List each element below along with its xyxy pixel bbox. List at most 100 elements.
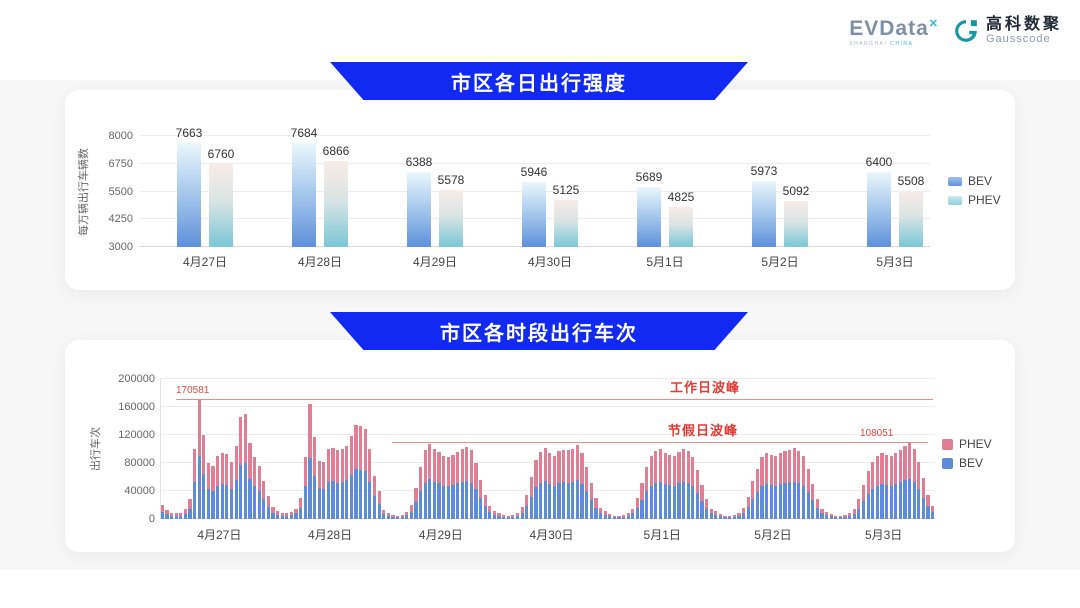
phev-hour-bar[interactable] bbox=[709, 508, 713, 514]
bev-hour-bar[interactable] bbox=[838, 517, 842, 519]
bev-hour-bar[interactable] bbox=[414, 502, 418, 519]
bev-hour-bar[interactable] bbox=[806, 492, 810, 519]
phev-hour-bar[interactable] bbox=[815, 498, 819, 509]
bev-hour-bar[interactable] bbox=[474, 489, 478, 519]
phev-hour-bar[interactable] bbox=[617, 515, 621, 518]
bev-hour-bar[interactable] bbox=[368, 481, 372, 519]
bev-hour-bar[interactable] bbox=[174, 516, 178, 519]
phev-hour-bar[interactable] bbox=[931, 506, 935, 513]
phev-hour-bar[interactable] bbox=[345, 446, 349, 481]
bev-hour-bar[interactable] bbox=[262, 498, 266, 519]
phev-hour-bar[interactable] bbox=[285, 513, 289, 517]
bev-hour-bar[interactable] bbox=[460, 481, 464, 519]
bev-hour-bar[interactable] bbox=[672, 485, 676, 519]
phev-hour-bar[interactable] bbox=[257, 465, 261, 491]
bev-bar[interactable] bbox=[522, 181, 546, 247]
bev-hour-bar[interactable] bbox=[188, 508, 192, 519]
phev-hour-bar[interactable] bbox=[686, 451, 690, 484]
bev-hour-bar[interactable] bbox=[469, 482, 473, 519]
legend-item-bev[interactable]: BEV bbox=[948, 174, 1001, 188]
phev-hour-bar[interactable] bbox=[460, 449, 464, 482]
phev-hour-bar[interactable] bbox=[372, 475, 377, 496]
bev-hour-bar[interactable] bbox=[917, 488, 921, 519]
phev-hour-bar[interactable] bbox=[276, 511, 280, 515]
bev-hour-bar[interactable] bbox=[405, 515, 409, 519]
bev-hour-bar[interactable] bbox=[280, 516, 284, 519]
phev-hour-bar[interactable] bbox=[908, 443, 912, 480]
phev-hour-bar[interactable] bbox=[705, 499, 709, 509]
bev-hour-bar[interactable] bbox=[594, 507, 598, 519]
bev-bar[interactable] bbox=[752, 181, 776, 247]
bev-hour-bar[interactable] bbox=[622, 516, 626, 519]
phev-hour-bar[interactable] bbox=[718, 514, 723, 517]
bev-hour-bar[interactable] bbox=[598, 513, 603, 519]
phev-hour-bar[interactable] bbox=[728, 515, 732, 518]
bev-hour-bar[interactable] bbox=[391, 516, 395, 519]
phev-hour-bar[interactable] bbox=[598, 507, 603, 514]
phev-hour-bar[interactable] bbox=[188, 499, 192, 509]
phev-hour-bar[interactable] bbox=[755, 468, 759, 493]
phev-hour-bar[interactable] bbox=[179, 512, 183, 516]
phev-hour-bar[interactable] bbox=[774, 456, 778, 486]
phev-hour-bar[interactable] bbox=[760, 457, 764, 487]
bev-hour-bar[interactable] bbox=[718, 516, 723, 519]
phev-hour-bar[interactable] bbox=[299, 498, 303, 508]
phev-hour-bar[interactable] bbox=[289, 512, 294, 516]
bev-hour-bar[interactable] bbox=[681, 481, 686, 519]
phev-hour-bar[interactable] bbox=[834, 515, 838, 518]
bev-hour-bar[interactable] bbox=[751, 498, 755, 519]
bev-hour-bar[interactable] bbox=[580, 483, 584, 519]
phev-hour-bar[interactable] bbox=[654, 451, 658, 484]
bev-hour-bar[interactable] bbox=[497, 516, 501, 519]
bev-hour-bar[interactable] bbox=[843, 516, 847, 519]
bev-hour-bar[interactable] bbox=[908, 479, 912, 519]
phev-hour-bar[interactable] bbox=[681, 449, 686, 482]
phev-hour-bar[interactable] bbox=[926, 495, 930, 507]
phev-hour-bar[interactable] bbox=[262, 480, 266, 499]
bev-hour-bar[interactable] bbox=[308, 458, 312, 519]
phev-hour-bar[interactable] bbox=[765, 453, 769, 485]
phev-hour-bar[interactable] bbox=[580, 452, 584, 484]
phev-hour-bar[interactable] bbox=[248, 443, 252, 479]
bev-hour-bar[interactable] bbox=[345, 480, 349, 519]
phev-hour-bar[interactable] bbox=[160, 505, 164, 512]
phev-hour-bar[interactable] bbox=[363, 428, 367, 472]
phev-hour-bar[interactable] bbox=[266, 495, 270, 507]
phev-hour-bar[interactable] bbox=[557, 451, 561, 484]
phev-hour-bar[interactable] bbox=[635, 498, 640, 508]
phev-hour-bar[interactable] bbox=[575, 444, 580, 480]
bev-hour-bar[interactable] bbox=[700, 501, 704, 519]
phev-hour-bar[interactable] bbox=[515, 512, 520, 516]
phev-hour-bar[interactable] bbox=[206, 463, 211, 490]
bev-hour-bar[interactable] bbox=[792, 481, 796, 519]
bev-hour-bar[interactable] bbox=[686, 483, 690, 519]
bev-hour-bar[interactable] bbox=[197, 456, 201, 519]
phev-hour-bar[interactable] bbox=[820, 508, 824, 514]
bev-hour-bar[interactable] bbox=[926, 506, 930, 519]
bev-hour-bar[interactable] bbox=[299, 507, 303, 519]
bev-hour-bar[interactable] bbox=[571, 481, 575, 519]
phev-hour-bar[interactable] bbox=[898, 449, 902, 483]
bev-hour-bar[interactable] bbox=[820, 513, 824, 519]
phev-hour-bar[interactable] bbox=[626, 513, 630, 517]
bev-hour-bar[interactable] bbox=[257, 490, 261, 519]
phev-hour-bar[interactable] bbox=[788, 449, 792, 483]
phev-hour-bar[interactable] bbox=[488, 506, 492, 513]
bev-hour-bar[interactable] bbox=[654, 483, 658, 519]
phev-hour-bar[interactable] bbox=[483, 495, 487, 507]
phev-hour-bar[interactable] bbox=[538, 451, 543, 484]
phev-hour-bar[interactable] bbox=[797, 451, 801, 484]
phev-hour-bar[interactable] bbox=[871, 461, 875, 489]
bev-hour-bar[interactable] bbox=[834, 517, 838, 519]
bev-hour-bar[interactable] bbox=[774, 485, 778, 519]
phev-hour-bar[interactable] bbox=[875, 456, 879, 486]
bev-hour-bar[interactable] bbox=[206, 489, 211, 519]
phev-hour-bar[interactable] bbox=[672, 456, 676, 486]
bev-hour-bar[interactable] bbox=[829, 516, 833, 519]
bev-hour-bar[interactable] bbox=[502, 516, 506, 519]
bev-hour-bar[interactable] bbox=[359, 469, 363, 519]
phev-hour-bar[interactable] bbox=[921, 478, 926, 498]
phev-hour-bar[interactable] bbox=[405, 512, 409, 516]
bev-hour-bar[interactable] bbox=[211, 490, 215, 519]
phev-bar[interactable] bbox=[784, 200, 808, 247]
